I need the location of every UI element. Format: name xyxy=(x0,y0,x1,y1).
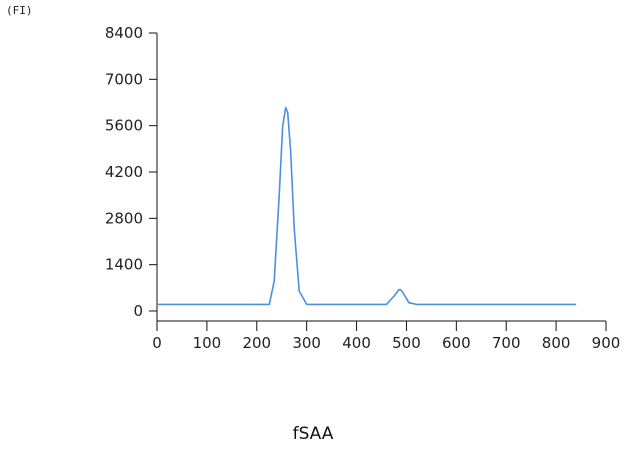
x-tick-label: 100 xyxy=(193,334,222,352)
x-tick-label: 900 xyxy=(592,334,621,352)
x-tick-label: 600 xyxy=(442,334,471,352)
x-tick-label: 500 xyxy=(392,334,421,352)
y-tick-label: 5600 xyxy=(105,117,143,135)
y-tick-label: 0 xyxy=(133,302,143,320)
x-tick-label: 200 xyxy=(242,334,271,352)
x-tick-label: 300 xyxy=(292,334,321,352)
x-tick-label: 700 xyxy=(492,334,521,352)
x-tick-label: 800 xyxy=(542,334,571,352)
y-tick-label: 2800 xyxy=(105,209,143,227)
y-tick-label: 7000 xyxy=(105,70,143,88)
x-tick-label: 0 xyxy=(152,334,162,352)
y-axis-label: (FI) xyxy=(6,4,33,17)
y-tick-label: 4200 xyxy=(105,163,143,181)
y-tick-label: 1400 xyxy=(105,256,143,274)
x-axis-label: fSAA xyxy=(292,424,334,444)
series-line xyxy=(157,106,577,306)
y-tick-label: 8400 xyxy=(105,24,143,42)
x-tick-label: 400 xyxy=(342,334,371,352)
